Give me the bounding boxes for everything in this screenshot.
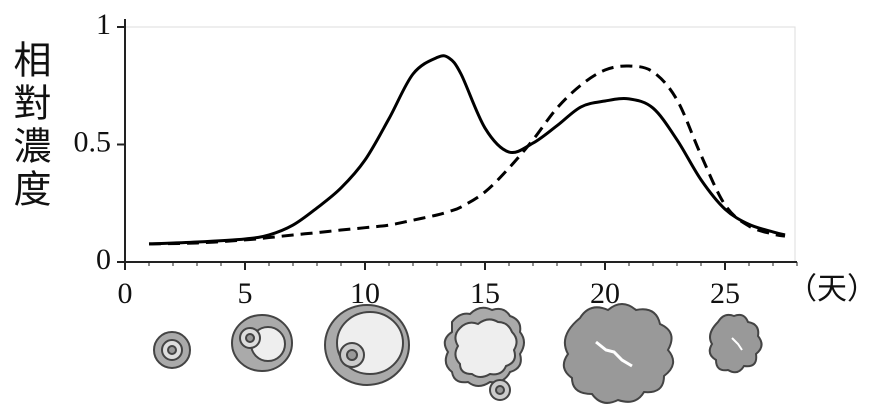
x-tick-label: 5 — [238, 277, 253, 310]
y-axis-label: 相對濃度 — [7, 40, 51, 212]
x-tick-label: 25 — [710, 277, 740, 310]
y-tick-label: 0.5 — [74, 125, 112, 158]
series-line — [148, 54, 786, 246]
follicle-icons — [153, 303, 763, 404]
plot-frame — [124, 26, 796, 263]
y-tick-label: 0 — [96, 243, 111, 276]
x-tick-label: 10 — [350, 277, 380, 310]
series-line — [148, 64, 786, 246]
y-tick-label: 1 — [96, 8, 111, 41]
x-tick-label: 20 — [590, 277, 620, 310]
x-axis-unit: （天） — [787, 273, 877, 306]
x-tick-label: 15 — [470, 277, 500, 310]
x-tick-label: 0 — [118, 277, 133, 310]
